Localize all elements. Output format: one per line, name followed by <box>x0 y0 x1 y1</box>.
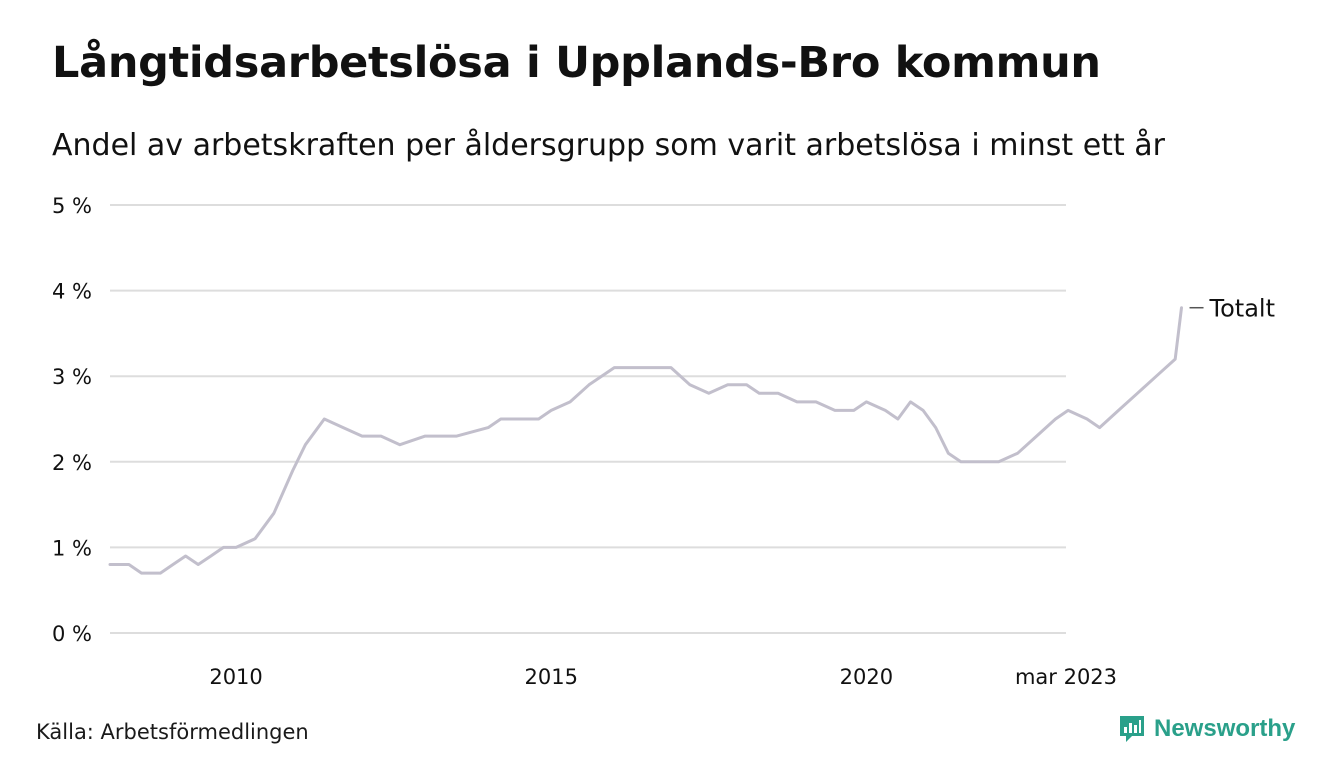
grid-layer <box>110 204 1066 634</box>
y-tick-label: 4 % <box>52 280 92 304</box>
x-tick-label: mar 2023 <box>1015 665 1117 689</box>
y-tick-label: 5 % <box>52 194 92 218</box>
source-note: Källa: Arbetsförmedlingen <box>36 720 309 744</box>
brand-name: Newsworthy <box>1154 715 1296 742</box>
x-tick-label: 2010 <box>209 665 262 689</box>
chart-title: Långtidsarbetslösa i Upplands-Bro kommun <box>52 38 1101 88</box>
axis-layer: 0 % 1 % 2 % 3 % 4 % 5 % 2010 2015 2020 mar 2023 <box>52 194 1117 689</box>
end-label-layer: Totalt <box>1189 295 1275 323</box>
x-tick-label: 2020 <box>840 665 893 689</box>
x-tick-label: 2015 <box>524 665 577 689</box>
y-tick-label: 1 % <box>52 536 92 560</box>
brand-logo: Newsworthy <box>1118 714 1295 744</box>
series-line-total <box>108 306 1183 575</box>
y-tick-label: 0 % <box>52 622 92 646</box>
line-layer <box>108 306 1183 575</box>
y-tick-label: 3 % <box>52 365 92 389</box>
end-label-total: Totalt <box>1209 295 1275 323</box>
y-tick-label: 2 % <box>52 451 92 475</box>
newsworthy-logo-icon <box>1120 716 1144 742</box>
chart-subtitle: Andel av arbetskraften per åldersgrupp s… <box>52 128 1165 163</box>
